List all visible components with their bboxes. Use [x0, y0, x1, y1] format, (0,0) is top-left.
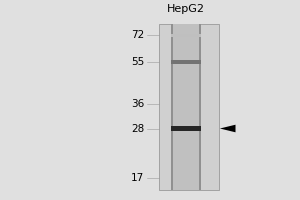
Bar	[159, 24, 219, 190]
Bar	[171, 126, 201, 131]
Text: 28: 28	[131, 124, 144, 134]
Bar	[199, 24, 201, 190]
Text: 55: 55	[131, 57, 144, 67]
Bar	[199, 24, 201, 190]
Bar	[171, 60, 201, 64]
Bar	[171, 24, 173, 190]
Text: 36: 36	[131, 99, 144, 109]
Bar	[171, 24, 173, 190]
Bar	[171, 24, 201, 190]
Text: HepG2: HepG2	[167, 4, 205, 14]
Bar	[171, 24, 173, 190]
Bar	[171, 34, 201, 37]
Bar	[199, 24, 201, 190]
Text: 17: 17	[131, 173, 144, 183]
Text: 72: 72	[131, 30, 144, 40]
Polygon shape	[220, 125, 236, 132]
